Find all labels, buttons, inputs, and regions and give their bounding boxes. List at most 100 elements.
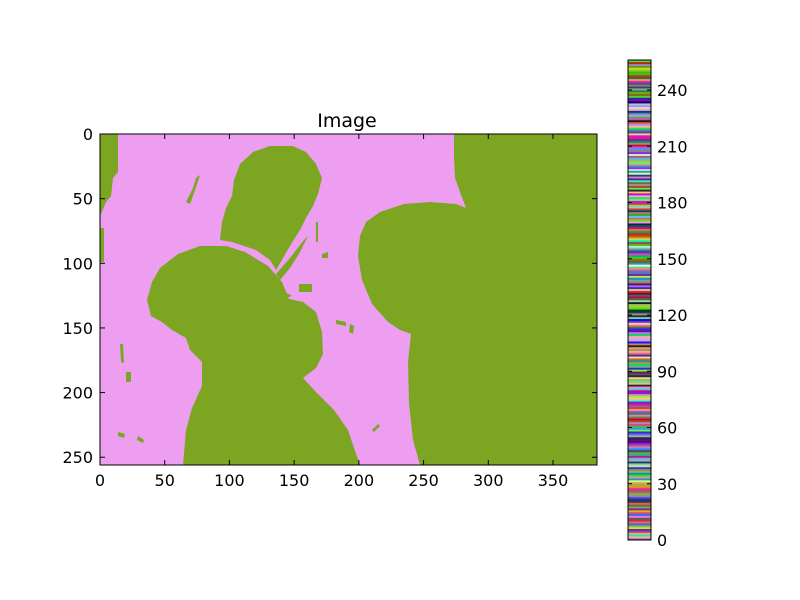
- colorbar-stripe: [628, 180, 651, 183]
- colorbar-tick-label: 90: [657, 362, 677, 381]
- colorbar-stripe: [628, 277, 651, 280]
- colorbar-stripe: [628, 375, 651, 378]
- colorbar-stripe: [628, 118, 651, 121]
- foreground-region: [322, 252, 328, 258]
- colorbar-stripe: [628, 384, 651, 387]
- colorbar-stripe: [628, 258, 651, 261]
- colorbar-stripe: [628, 511, 651, 515]
- colorbar-stripe: [628, 480, 651, 483]
- colorbar-stripe: [628, 75, 651, 78]
- colorbar-stripe: [628, 241, 651, 245]
- colorbar-stripe: [628, 165, 651, 168]
- colorbar-stripe: [628, 234, 651, 237]
- colorbar-stripe: [628, 421, 651, 425]
- colorbar-stripe: [628, 485, 651, 488]
- colorbar-stripe: [628, 435, 651, 438]
- foreground-region: [186, 175, 200, 204]
- foreground-region: [336, 320, 346, 326]
- colorbar-stripe: [628, 183, 651, 186]
- colorbar-stripe: [628, 335, 651, 338]
- colorbar-stripe: [628, 65, 651, 68]
- colorbar-stripe: [628, 142, 651, 145]
- x-tick-label: 250: [408, 471, 439, 490]
- colorbar-stripe: [628, 120, 651, 123]
- colorbar-stripe: [628, 433, 651, 436]
- colorbar-stripe: [628, 307, 651, 310]
- x-tick-label: 0: [95, 471, 105, 490]
- colorbar-stripe: [628, 440, 651, 443]
- colorbar-stripe: [628, 270, 651, 273]
- colorbar-stripe: [628, 309, 651, 312]
- colorbar-stripe: [628, 459, 651, 462]
- foreground-region: [118, 432, 125, 438]
- colorbar-stripe: [628, 457, 651, 460]
- colorbar-stripe: [628, 133, 651, 136]
- colorbar-stripe: [628, 337, 651, 340]
- colorbar-stripe: [628, 151, 651, 155]
- colorbar-stripe: [628, 416, 651, 419]
- colorbar-stripe: [628, 255, 651, 258]
- colorbar-stripe: [628, 502, 651, 505]
- colorbar-stripe: [628, 341, 651, 344]
- colorbar-stripe: [628, 414, 651, 417]
- colorbar: 0 30 60 90 120 150 180 210 240: [627, 59, 688, 550]
- colorbar-stripe: [628, 103, 651, 106]
- colorbar-stripe: [628, 466, 651, 470]
- colorbar-stripe: [628, 517, 651, 520]
- colorbar-stripe: [628, 316, 651, 320]
- colorbar-stripe: [628, 144, 651, 147]
- colorbar-tick-label: 150: [657, 250, 688, 269]
- colorbar-stripe: [628, 311, 651, 314]
- colorbar-stripe: [628, 285, 651, 288]
- colorbar-stripe: [628, 268, 651, 271]
- y-axis: 0 50 100 150 200 250: [62, 125, 597, 467]
- colorbar-stripe: [628, 320, 651, 323]
- colorbar-stripe: [628, 408, 651, 411]
- colorbar-stripe: [628, 391, 651, 395]
- colorbar-stripe: [628, 534, 651, 537]
- colorbar-stripe: [628, 60, 651, 63]
- colorbar-stripe: [628, 378, 651, 381]
- colorbar-stripe: [628, 455, 651, 458]
- colorbar-stripe: [628, 168, 651, 171]
- foreground-region: [100, 134, 118, 214]
- y-tick-label: 0: [83, 125, 93, 144]
- colorbar-stripe: [628, 163, 651, 166]
- colorbar-stripe: [628, 71, 651, 74]
- colorbar-stripe: [628, 176, 651, 179]
- colorbar-tick-label: 180: [657, 194, 688, 213]
- colorbar-stripe: [628, 420, 651, 423]
- colorbar-stripe: [628, 256, 651, 260]
- colorbar-stripe: [628, 88, 651, 91]
- colorbar-stripe: [628, 393, 651, 396]
- colorbar-stripe: [628, 515, 651, 518]
- colorbar-stripe: [628, 161, 651, 164]
- colorbar-stripe: [628, 395, 651, 398]
- colorbar-stripe: [628, 373, 651, 376]
- x-tick-label: 150: [279, 471, 310, 490]
- colorbar-stripes: [628, 60, 651, 541]
- colorbar-stripe: [628, 200, 651, 203]
- colorbar-stripe: [628, 450, 651, 453]
- colorbar-stripe: [628, 290, 651, 293]
- colorbar-stripe: [628, 283, 651, 286]
- colorbar-stripe: [628, 301, 651, 305]
- colorbar-stripe: [628, 315, 651, 318]
- colorbar-stripe: [628, 367, 651, 370]
- colorbar-stripe: [628, 322, 651, 325]
- colorbar-stripe: [628, 159, 651, 162]
- colorbar-stripe: [628, 136, 651, 140]
- colorbar-stripe: [628, 294, 651, 297]
- colorbar-stripe: [628, 78, 651, 81]
- colorbar-stripe: [628, 178, 651, 181]
- colorbar-stripe: [628, 510, 651, 513]
- colorbar-stripe: [628, 219, 651, 222]
- colorbar-stripe: [628, 298, 651, 301]
- colorbar-stripe: [628, 504, 651, 507]
- colorbar-stripe: [628, 208, 651, 211]
- colorbar-stripe: [628, 247, 651, 250]
- y-tick-label: 150: [62, 319, 93, 338]
- x-tick-label: 50: [155, 471, 175, 490]
- colorbar-stripe: [628, 112, 651, 115]
